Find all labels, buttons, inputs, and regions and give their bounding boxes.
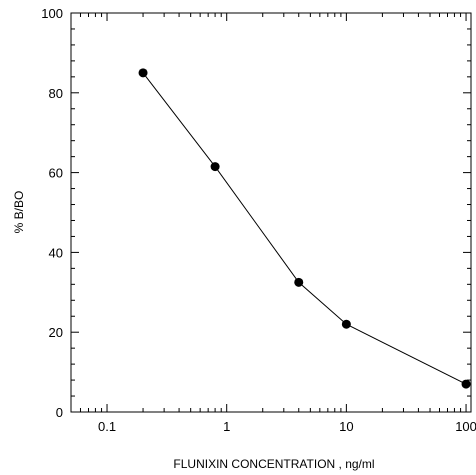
series-points <box>138 68 471 389</box>
y-tick-label: 80 <box>49 86 63 101</box>
data-point <box>210 162 220 172</box>
y-tick-label: 20 <box>49 325 63 340</box>
plot-area <box>70 12 472 413</box>
y-axis-title: % B/BO <box>12 191 26 234</box>
data-point <box>294 277 304 287</box>
x-axis-title: FLUNIXIN CONCENTRATION , ng/ml <box>173 457 374 471</box>
data-point <box>341 319 351 329</box>
x-tick-label: 1 <box>223 419 230 434</box>
major-ticks <box>71 12 471 413</box>
minor-ticks <box>70 13 471 412</box>
series-line <box>142 72 467 385</box>
data-point <box>461 379 471 389</box>
data-point <box>138 68 148 78</box>
x-tick-label: 100 <box>455 419 476 434</box>
y-tick-labels: 0 20 40 60 80 100 <box>41 6 63 420</box>
y-tick-label: 100 <box>41 6 63 21</box>
y-tick-label: 0 <box>56 405 63 420</box>
series-lines <box>142 72 467 385</box>
x-tick-label: 10 <box>339 419 353 434</box>
y-tick-label: 40 <box>49 245 63 260</box>
x-tick-label: 0.1 <box>98 419 116 434</box>
x-tick-labels: 0.1 1 10 100 <box>98 419 476 434</box>
y-tick-label: 60 <box>49 166 63 181</box>
